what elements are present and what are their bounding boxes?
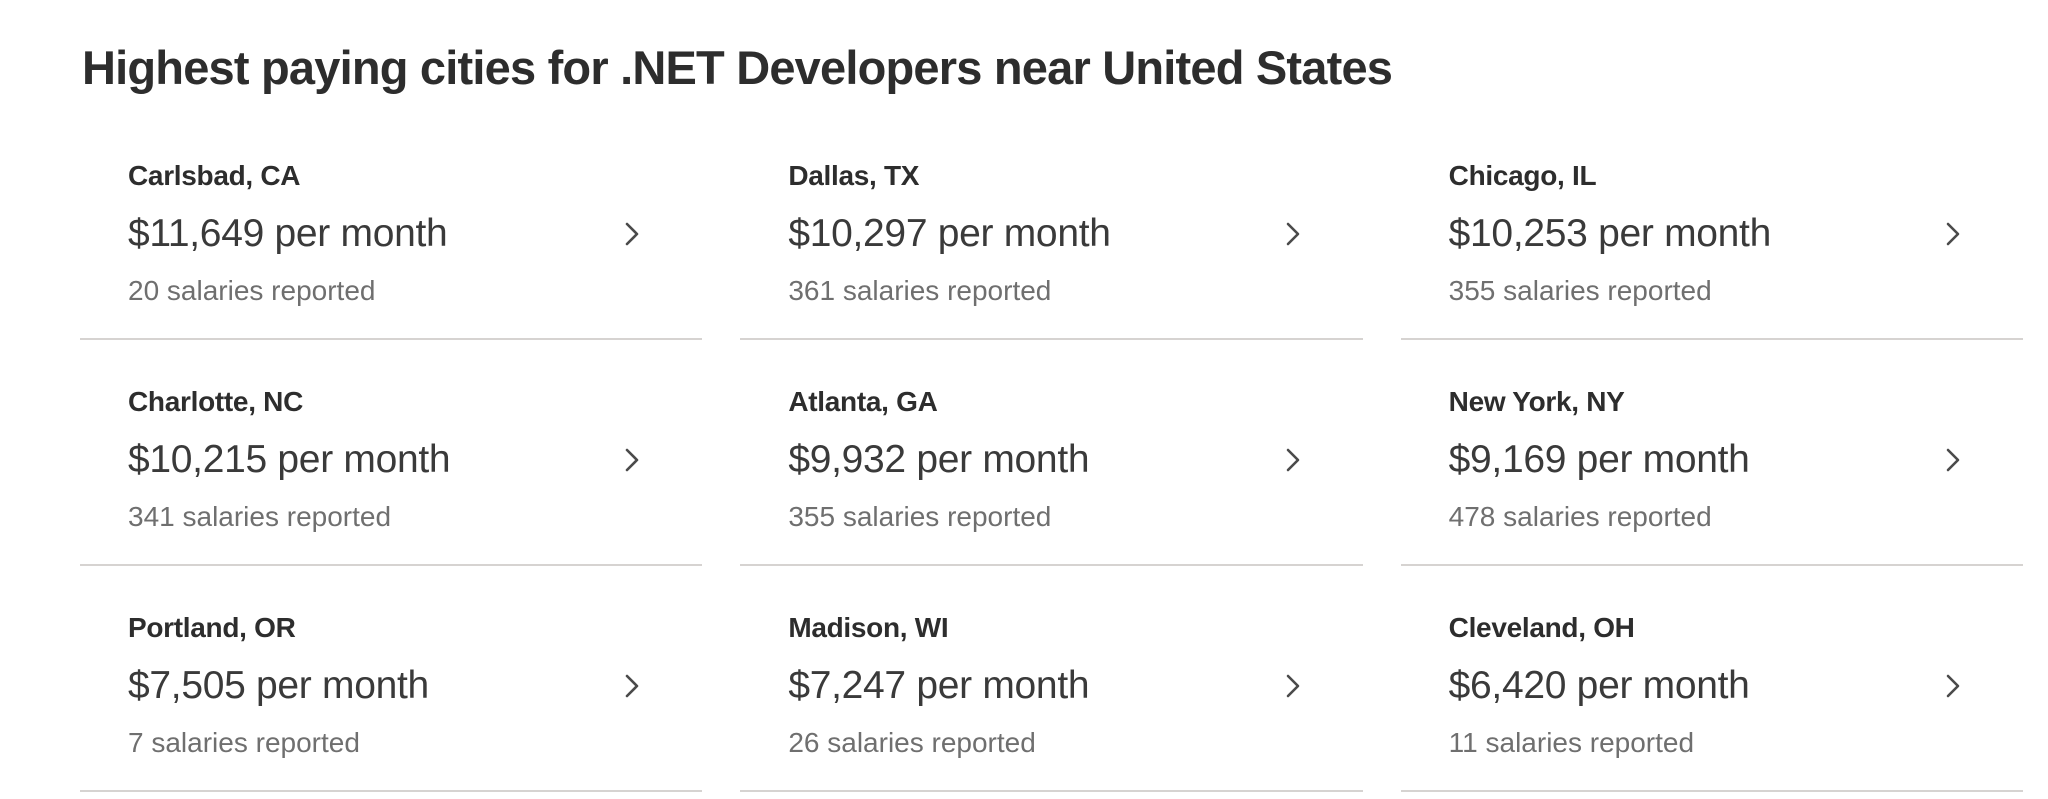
city-name: Madison, WI	[788, 612, 949, 643]
city-name: New York, NY	[1448, 386, 1625, 417]
chevron-right-icon[interactable]	[1285, 673, 1301, 699]
salaries-reported-count: 478 salaries reported	[1448, 501, 1712, 532]
salary-link[interactable]: $9,169 per month	[1449, 434, 1961, 486]
city-salary-card[interactable]: Cleveland, OH $6,420 per month 11 salari…	[1400, 566, 2023, 792]
city-salary-card[interactable]: New York, NY $9,169 per month 478 salari…	[1400, 340, 2023, 566]
chevron-right-icon[interactable]	[1945, 221, 1961, 247]
salary-amount: $11,649 per month	[128, 212, 448, 255]
salary-amount: $6,420 per month	[1448, 664, 1750, 707]
page-title: Highest paying cities for .NET Developer…	[82, 41, 1393, 94]
salary-amount: $7,505 per month	[128, 664, 429, 707]
city-name: Charlotte, NC	[128, 386, 303, 417]
chevron-right-icon[interactable]	[1285, 447, 1301, 473]
salary-link[interactable]: $9,932 per month	[788, 434, 1300, 486]
salary-link[interactable]: $10,215 per month	[128, 434, 640, 486]
city-salary-grid: Carlsbad, CA $11,649 per month 20 salari…	[80, 114, 2023, 792]
salary-amount: $10,253 per month	[1448, 212, 1772, 255]
city-name: Dallas, TX	[788, 160, 920, 191]
salaries-reported-count: 11 salaries reported	[1448, 727, 1695, 758]
city-name: Carlsbad, CA	[128, 160, 301, 191]
salaries-reported-count: 26 salaries reported	[788, 727, 1036, 758]
salary-link[interactable]: $6,420 per month	[1449, 660, 1961, 712]
salaries-reported-count: 355 salaries reported	[788, 501, 1052, 532]
city-name: Atlanta, GA	[788, 386, 938, 417]
city-salary-card[interactable]: Dallas, TX $10,297 per month 361 salarie…	[740, 114, 1363, 340]
city-name: Cleveland, OH	[1448, 612, 1635, 643]
salary-amount: $9,169 per month	[1448, 438, 1750, 481]
salary-amount: $7,247 per month	[788, 664, 1090, 707]
city-salary-card[interactable]: Madison, WI $7,247 per month 26 salaries…	[740, 566, 1363, 792]
salaries-reported-count: 20 salaries reported	[128, 275, 376, 306]
city-salary-card[interactable]: Carlsbad, CA $11,649 per month 20 salari…	[80, 114, 703, 340]
salaries-reported-count: 7 salaries reported	[128, 727, 360, 758]
salary-amount: $9,932 per month	[788, 438, 1090, 481]
city-salary-card[interactable]: Chicago, IL $10,253 per month 355 salari…	[1400, 114, 2023, 340]
salaries-reported-count: 361 salaries reported	[788, 275, 1052, 306]
chevron-right-icon[interactable]	[624, 673, 640, 699]
city-name: Chicago, IL	[1448, 160, 1597, 191]
salary-amount: $10,215 per month	[128, 438, 451, 481]
chevron-right-icon[interactable]	[1945, 673, 1961, 699]
city-salary-card[interactable]: Portland, OR $7,505 per month 7 salaries…	[80, 566, 703, 792]
salary-link[interactable]: $7,247 per month	[788, 660, 1300, 712]
salary-link[interactable]: $10,297 per month	[788, 208, 1300, 260]
salary-link[interactable]: $11,649 per month	[128, 208, 640, 260]
city-salary-card[interactable]: Atlanta, GA $9,932 per month 355 salarie…	[740, 340, 1363, 566]
city-name: Portland, OR	[128, 612, 296, 643]
salaries-reported-count: 341 salaries reported	[128, 501, 392, 532]
salary-amount: $10,297 per month	[788, 212, 1111, 255]
chevron-right-icon[interactable]	[624, 447, 640, 473]
chevron-right-icon[interactable]	[1945, 447, 1961, 473]
chevron-right-icon[interactable]	[1285, 221, 1301, 247]
salary-link[interactable]: $10,253 per month	[1449, 208, 1961, 260]
salary-link[interactable]: $7,505 per month	[128, 660, 640, 712]
city-salary-card[interactable]: Charlotte, NC $10,215 per month 341 sala…	[80, 340, 703, 566]
chevron-right-icon[interactable]	[624, 221, 640, 247]
salaries-reported-count: 355 salaries reported	[1448, 275, 1712, 306]
